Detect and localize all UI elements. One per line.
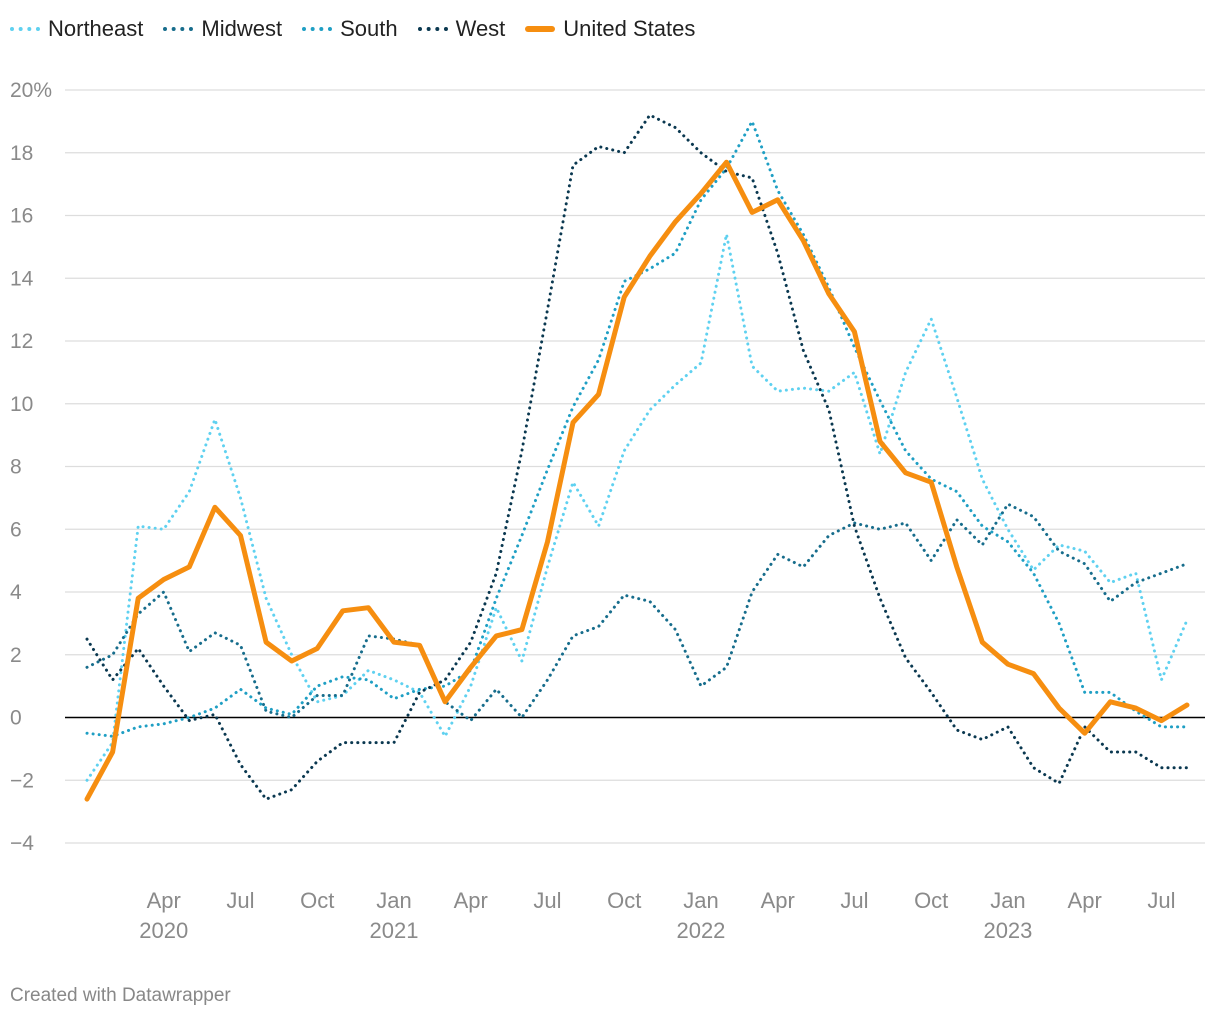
y-tick-label: 10 [10,393,33,416]
legend-label-united-states: United States [563,16,696,41]
x-tick-year-label: 2020 [139,918,188,943]
series-lines [84,113,1190,802]
x-tick-year-label: 2021 [370,918,419,943]
y-tick-label: −4 [10,832,34,855]
x-tick-label: Jul [533,888,561,913]
y-tick-label: 16 [10,205,33,228]
x-tick-year-label: 2023 [983,918,1032,943]
x-tick-label: Jul [840,888,868,913]
legend-label-west: West [455,16,506,41]
y-axis-ticks: −4 −2 0 2 4 6 8 10 12 14 16 18 20% [10,79,52,855]
y-tick-label: 18 [10,142,33,165]
legend-item-west: West [417,16,506,42]
legend-label-midwest: Midwest [201,16,283,41]
x-tick-label: Oct [914,888,948,913]
footer-credit: Created with Datawrapper [10,985,231,1006]
legend-swatch-south [302,27,333,31]
legend-item-northeast: Northeast [10,16,143,42]
x-tick-label: Oct [607,888,641,913]
legend-item-south: South [302,16,398,42]
y-tick-label: 12 [10,330,33,353]
legend-swatch-west [417,27,448,31]
y-tick-label: −2 [10,769,34,792]
legend-swatch-midwest [163,27,194,31]
legend-item-united-states: United States [525,16,695,42]
x-tick-year-label: 2022 [676,918,725,943]
y-tick-label: 20% [10,79,52,102]
x-tick-label: Apr [1068,888,1102,913]
y-tick-label: 4 [10,581,22,604]
series-line-northeast [85,232,1189,782]
x-tick-label: Jan [376,888,411,913]
legend-swatch-northeast [10,27,40,31]
series-line-west [85,113,1189,801]
x-tick-label: Apr [761,888,795,913]
legend-item-midwest: Midwest [163,16,282,42]
x-tick-label: Apr [454,888,488,913]
y-tick-label: 8 [10,456,22,479]
legend-label-south: South [340,16,398,41]
gridlines [65,89,1205,844]
y-tick-label: 6 [10,518,22,541]
series-line-united-states [84,159,1190,802]
legend-swatch-united-states [525,26,556,32]
y-tick-label: 0 [10,707,22,730]
x-tick-label: Apr [147,888,181,913]
x-axis-ticks: Apr 2020 Jul Oct Jan 2021 Apr Jul Oct Jan 2022 Apr J… [139,888,1175,943]
x-tick-label: Jul [226,888,254,913]
chart-legend: Northeast Midwest South West United Stat… [10,16,715,42]
x-tick-label: Jul [1147,888,1175,913]
series-line-midwest [85,502,1189,723]
x-tick-label: Jan [990,888,1025,913]
x-tick-label: Oct [300,888,334,913]
line-chart: −4 −2 0 2 4 6 8 10 12 14 16 18 20% Apr 2020 Jul Oct Jan 2… [10,79,1205,943]
y-tick-label: 14 [10,267,34,290]
x-tick-label: Jan [683,888,718,913]
y-tick-label: 2 [10,644,22,667]
legend-label-northeast: Northeast [48,16,144,41]
